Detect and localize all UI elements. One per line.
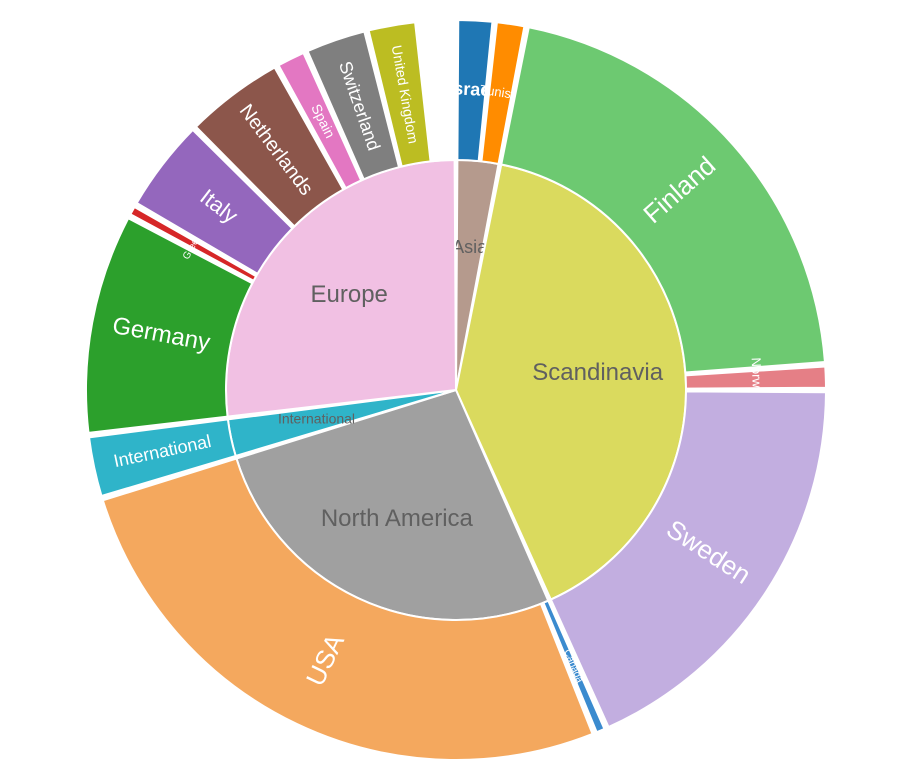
inner-label-scandinavia: Scandinavia <box>532 359 663 386</box>
sunburst-chart: AsiaScandinaviaNorth AmericaInternationa… <box>0 0 912 781</box>
inner-label-europe: Europe <box>311 281 388 308</box>
inner-label-north_america: North America <box>321 505 474 532</box>
inner-label-international: International <box>278 410 355 426</box>
